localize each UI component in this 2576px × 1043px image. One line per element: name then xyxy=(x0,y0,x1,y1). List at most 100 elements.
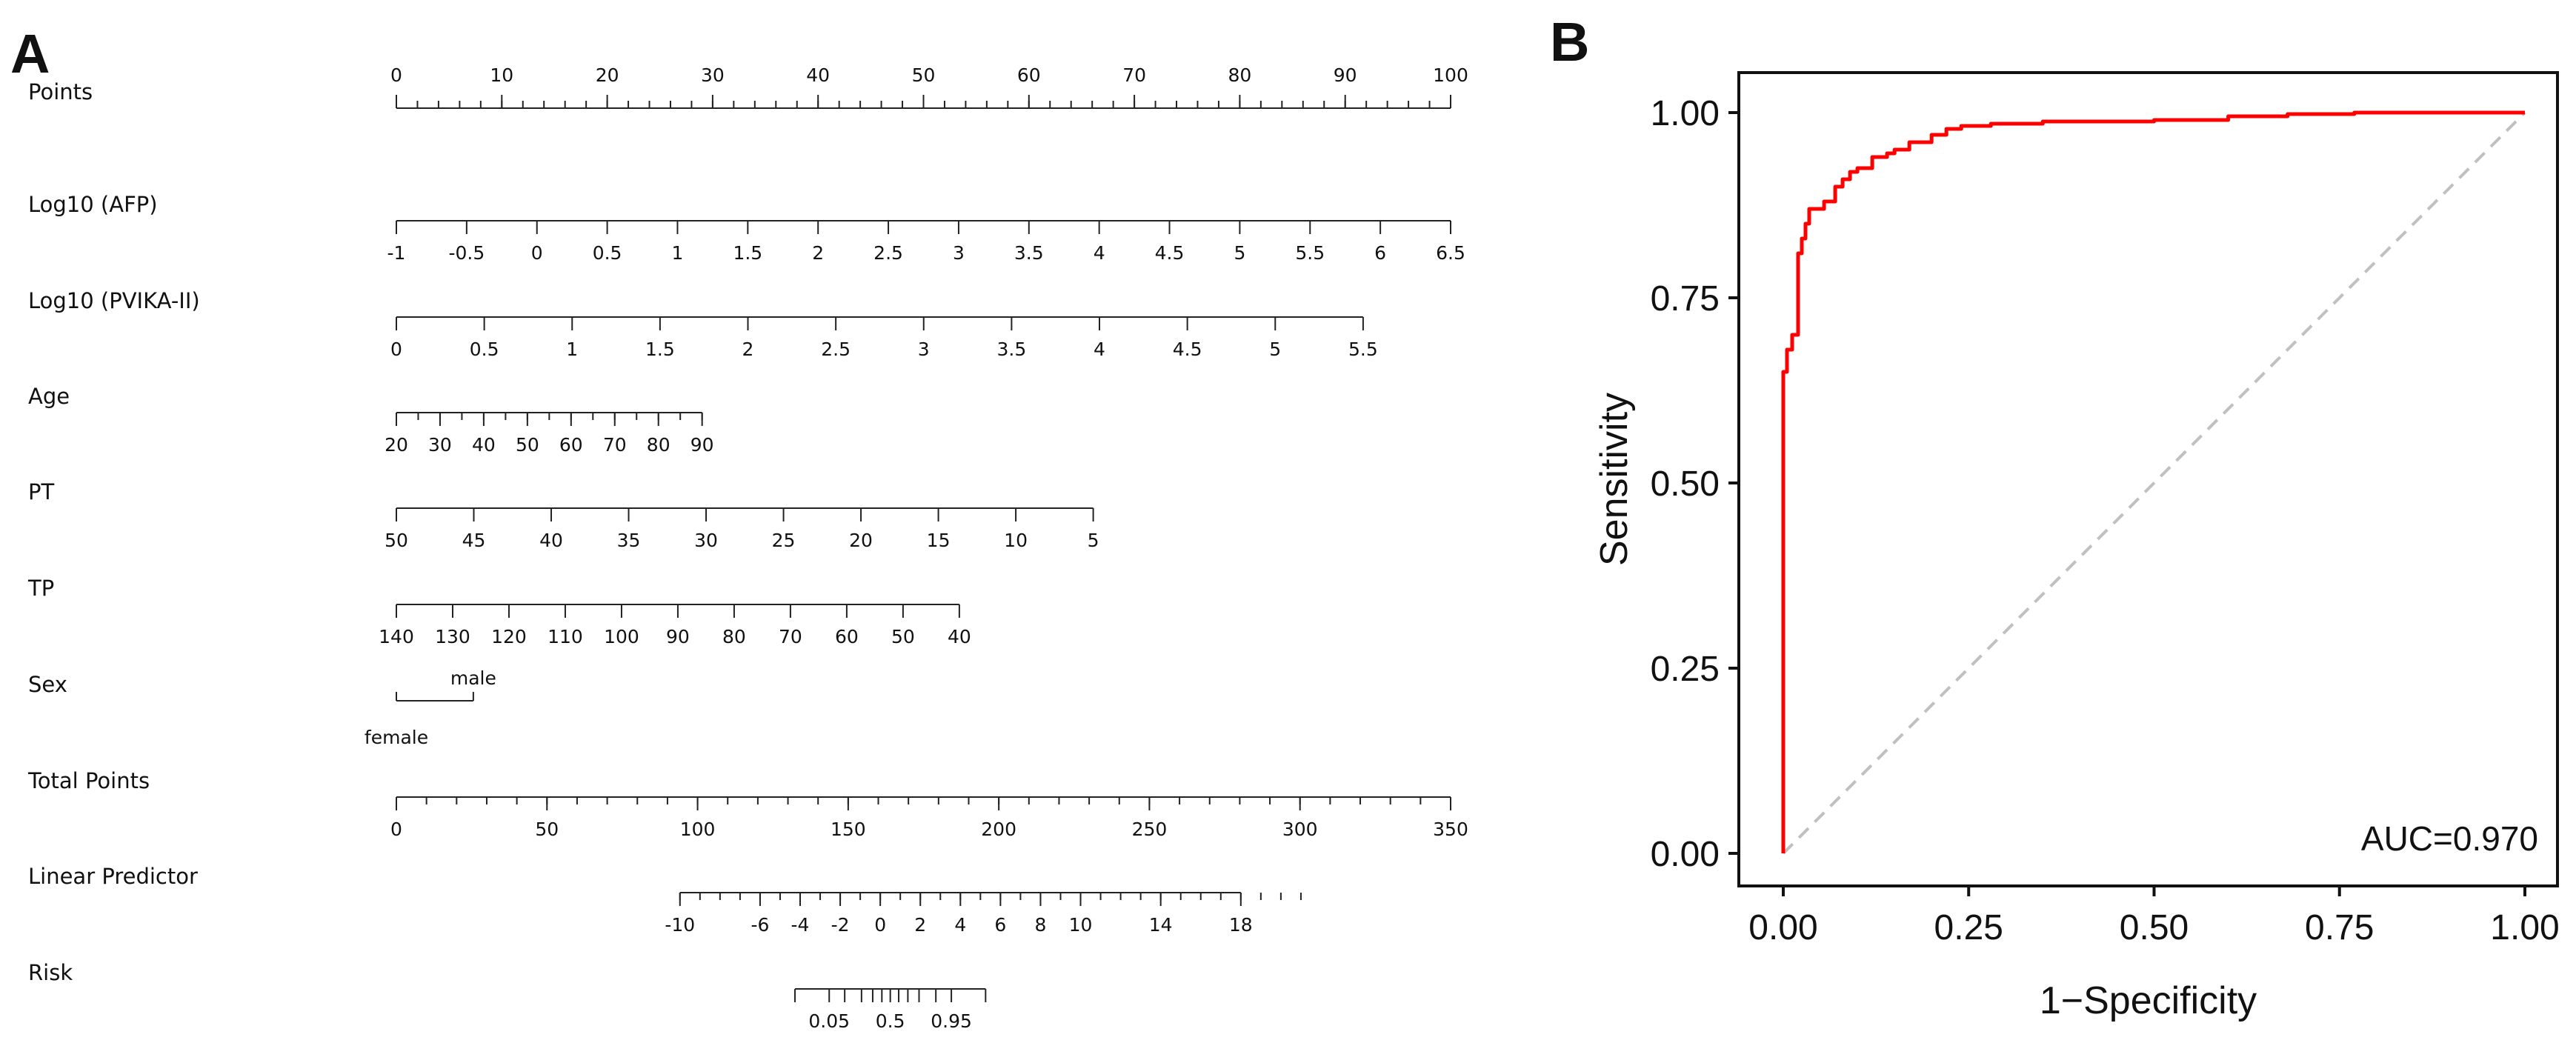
tick-label: 3 xyxy=(953,242,965,264)
y-tick-label: 0.75 xyxy=(1651,279,1720,319)
x-tick-label: 0.50 xyxy=(2120,908,2189,947)
row-label: TP xyxy=(27,576,54,601)
tick-label: 10 xyxy=(1004,530,1028,551)
row-label: Log10 (PVIKA-II) xyxy=(28,288,200,313)
tick-label: 1.5 xyxy=(645,339,675,360)
tick-label: 140 xyxy=(379,626,414,647)
y-tick-label: 0.25 xyxy=(1651,650,1720,689)
nomogram-row-total-points: Total Points 0 50 100 150 200 250 300 350 xyxy=(27,768,1468,840)
tick-label: 18 xyxy=(1229,914,1253,936)
tick-label: 1.5 xyxy=(733,242,762,264)
tick-label: 30 xyxy=(428,434,452,456)
category-label: male xyxy=(450,667,496,689)
auc-annotation: AUC=0.970 xyxy=(2361,819,2538,858)
x-tick-label: 0.75 xyxy=(2305,908,2374,947)
row-label: PT xyxy=(28,479,54,504)
tick-label: 2 xyxy=(914,914,926,936)
tick-label: 0 xyxy=(874,914,886,936)
tick-label: 100 xyxy=(1433,64,1468,86)
tick-label: 0 xyxy=(390,819,402,840)
nomogram-row-age: Age 20 30 40 50 60 70 80 90 xyxy=(28,384,714,456)
tick-label: 70 xyxy=(779,626,802,647)
tick-label: 0 xyxy=(390,339,402,360)
tick-label: 0.5 xyxy=(470,339,499,360)
tick-label: 0.5 xyxy=(593,242,622,264)
tick-label: 4 xyxy=(1094,339,1105,360)
tick-label: -1 xyxy=(387,242,406,264)
tick-label: 50 xyxy=(891,626,915,647)
tick-label: 120 xyxy=(491,626,527,647)
tick-label: 0.95 xyxy=(931,1010,972,1032)
tick-label: 15 xyxy=(927,530,951,551)
tick-label: 1 xyxy=(672,242,684,264)
tick-label: 1 xyxy=(566,339,578,360)
nomogram-row-log10-pvika-ii: Log10 (PVIKA-II) 0 0.5 1 1.5 2 2.5 3 3.5 4 4.5 5 5.5 xyxy=(28,288,1378,360)
y-tick-label: 1.00 xyxy=(1651,94,1720,133)
nomogram-row-pt: PT 50 45 40 35 30 25 20 15 10 5 xyxy=(28,479,1099,551)
reference-diagonal xyxy=(1782,111,2526,855)
tick-label: 5 xyxy=(1234,242,1245,264)
y-tick-label: 0.00 xyxy=(1651,835,1720,874)
tick-label: 20 xyxy=(385,434,408,456)
x-tick-label: 0.00 xyxy=(1748,908,1817,947)
tick-label: 60 xyxy=(559,434,583,456)
row-label: Total Points xyxy=(27,768,150,793)
tick-label: 70 xyxy=(603,434,627,456)
tick-label: 50 xyxy=(912,64,936,86)
tick-label: 10 xyxy=(490,64,513,86)
tick-label: 30 xyxy=(694,530,718,551)
row-label: Linear Predictor xyxy=(28,864,198,889)
plot-frame xyxy=(1737,71,2559,887)
tick-label: 300 xyxy=(1282,819,1318,840)
tick-label: 250 xyxy=(1132,819,1168,840)
nomogram-row-sex: Sex female male xyxy=(28,667,496,748)
tick-label: 50 xyxy=(516,434,539,456)
tick-label: 30 xyxy=(701,64,725,86)
tick-label: 0.5 xyxy=(876,1010,905,1032)
row-label: Points xyxy=(28,79,93,104)
tick-label: 6 xyxy=(1374,242,1386,264)
tick-label: 5 xyxy=(1269,339,1281,360)
tick-label: 4 xyxy=(954,914,966,936)
tick-label: 4.5 xyxy=(1173,339,1202,360)
tick-label: 25 xyxy=(772,530,796,551)
tick-label: 5.5 xyxy=(1295,242,1325,264)
tick-label: 110 xyxy=(548,626,583,647)
nomogram-row-points: Points 0 10 20 30 40 50 60 70 80 90 100 xyxy=(28,64,1468,109)
x-tick-label: 0.25 xyxy=(1934,908,2003,947)
tick-label: 45 xyxy=(462,530,486,551)
x-tick-label: 1.00 xyxy=(2490,908,2559,947)
tick-label: 50 xyxy=(385,530,408,551)
roc-panel: B 0.00 0.00 0.25 0.25 0.50 0.50 0.75 0.75 1.00 1.0… xyxy=(1550,11,2560,1022)
x-axis-title: 1−Specificity xyxy=(2040,979,2257,1022)
tick-label: 20 xyxy=(849,530,873,551)
tick-label: 35 xyxy=(617,530,641,551)
tick-label: 2.5 xyxy=(873,242,903,264)
tick-label: 6 xyxy=(994,914,1006,936)
tick-label: 0.05 xyxy=(808,1010,850,1032)
tick-label: 3.5 xyxy=(997,339,1027,360)
row-label: Risk xyxy=(28,960,73,985)
tick-label: 8 xyxy=(1034,914,1046,936)
tick-label: -6 xyxy=(750,914,769,936)
tick-label: 100 xyxy=(680,819,716,840)
tick-label: 2 xyxy=(742,339,754,360)
tick-label: 3.5 xyxy=(1014,242,1044,264)
y-tick-label: 0.50 xyxy=(1651,464,1720,504)
tick-label: 14 xyxy=(1149,914,1173,936)
tick-label: 10 xyxy=(1069,914,1093,936)
panel-letter-a: A xyxy=(10,23,50,84)
tick-label: 80 xyxy=(647,434,670,456)
row-label: Log10 (AFP) xyxy=(28,192,158,217)
tick-label: 40 xyxy=(948,626,971,647)
tick-label: 60 xyxy=(1017,64,1041,86)
tick-label: 200 xyxy=(981,819,1016,840)
tick-label: 4.5 xyxy=(1155,242,1185,264)
y-axis-title: Sensitivity xyxy=(1593,393,1636,566)
tick-label: 60 xyxy=(835,626,859,647)
tick-label: -10 xyxy=(665,914,695,936)
tick-label: 40 xyxy=(539,530,563,551)
nomogram-row-tp: TP 140 130 120 110 100 90 80 70 60 50 40 xyxy=(27,576,971,647)
